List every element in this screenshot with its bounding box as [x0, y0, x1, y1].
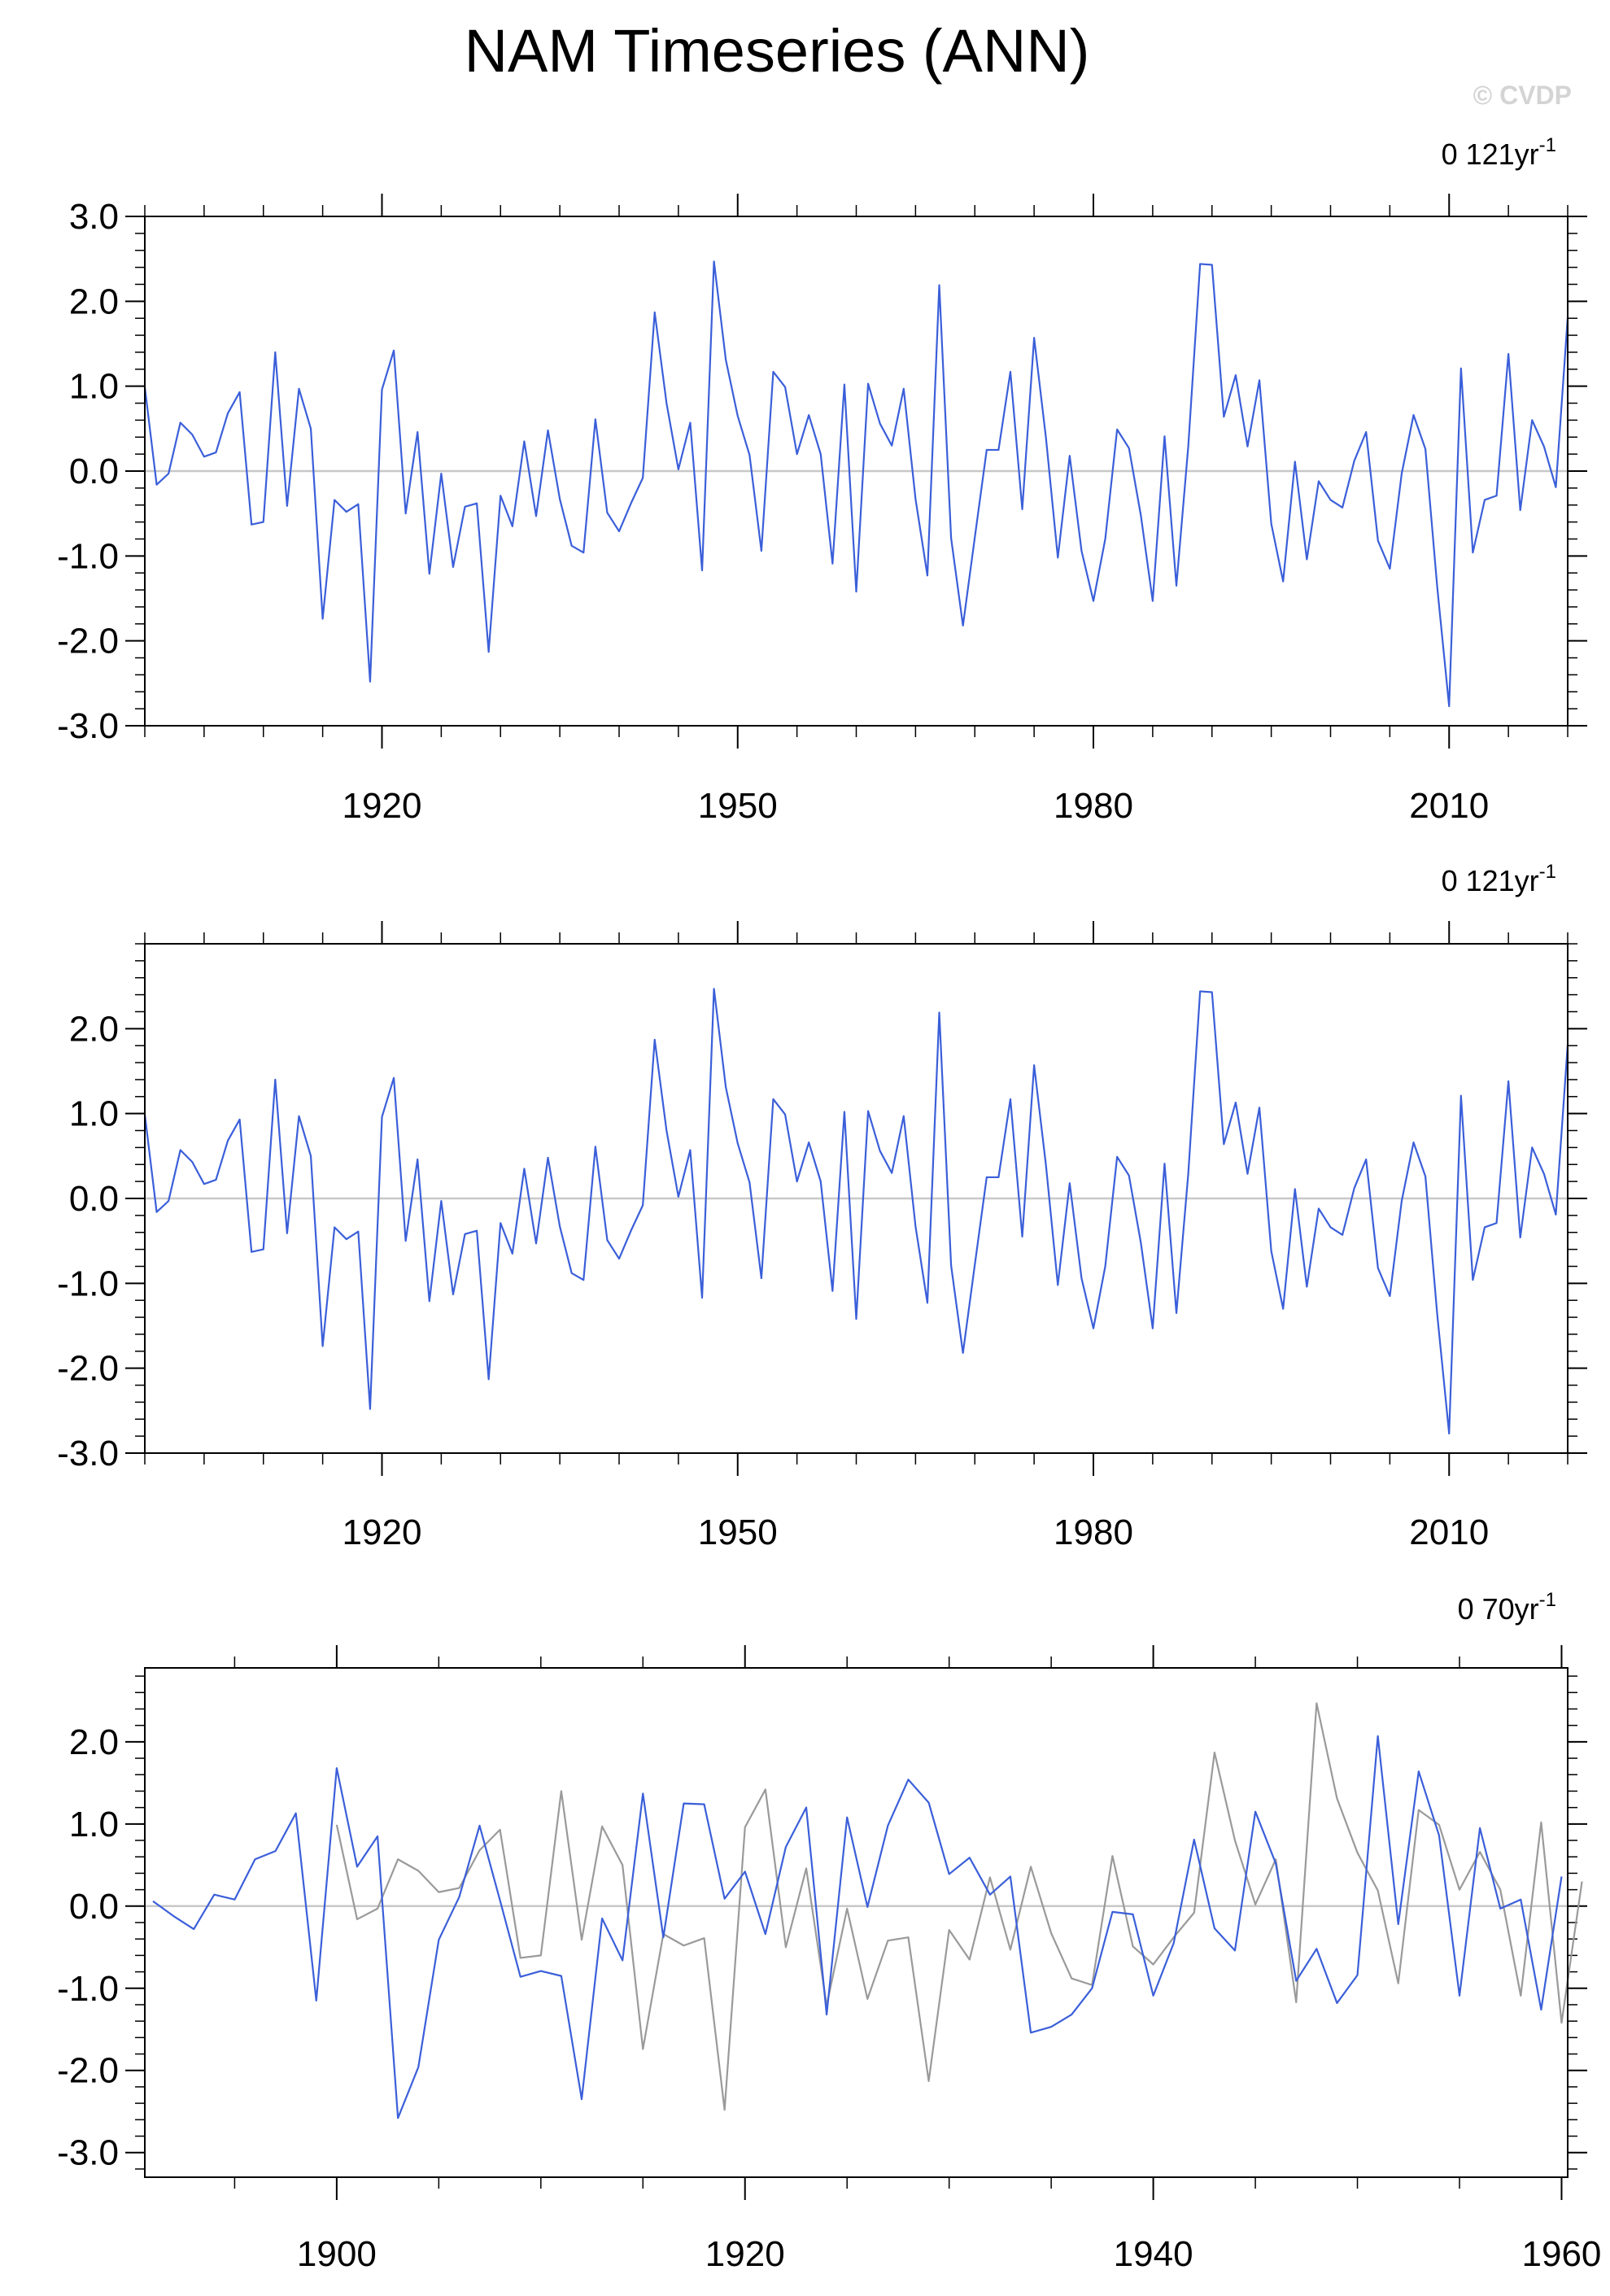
blue-series-line — [152, 1735, 1563, 2119]
figure-title: NAM Timeseries (ANN) — [465, 17, 1090, 85]
y-tick-label: -1.0 — [57, 1969, 119, 2009]
gray-series-line — [335, 1702, 1583, 2111]
y-tick-label: 1.0 — [69, 367, 119, 407]
trend-label-exponent: -1 — [1539, 1589, 1556, 1611]
y-tick-label: -2.0 — [57, 622, 119, 661]
x-tick-label: 1920 — [705, 2234, 785, 2274]
x-tick-label: 1950 — [698, 786, 778, 826]
blue-series-line — [143, 260, 1569, 708]
trend-label-text: 0 121yr — [1442, 864, 1539, 897]
trend-label-text: 0 121yr — [1442, 137, 1539, 171]
x-tick-label: 1920 — [343, 1512, 422, 1552]
trend-label: 0 121yr-1 — [1442, 134, 1556, 171]
x-tick-label: 1920 — [343, 786, 422, 826]
x-tick-label: 1980 — [1054, 1512, 1133, 1552]
trend-label-text: 0 70yr — [1458, 1592, 1539, 1626]
plot-frame — [144, 216, 1569, 727]
y-tick-label: -3.0 — [57, 1434, 119, 1473]
panel-era20c-era5-comb-1: 0 121yr-1 -3.0 -2.0 -1.0 0.0 1.0 2.0 1920 1950 19… — [57, 861, 1587, 1552]
x-tick-label: 2010 — [1409, 1512, 1489, 1552]
y-tick-label: 0.0 — [69, 1179, 119, 1219]
x-tick-label: 1960 — [1522, 2234, 1602, 2274]
x-tick-label: 2010 — [1409, 786, 1489, 826]
y-tick-label: 2.0 — [69, 1722, 119, 1762]
x-tick-label: 1980 — [1054, 786, 1133, 826]
y-tick-label: 3.0 — [69, 197, 119, 237]
x-tick-label: 1950 — [698, 1512, 778, 1552]
y-tick-label: -2.0 — [57, 1349, 119, 1389]
y-tick-label: -1.0 — [57, 536, 119, 576]
blue-series-line — [143, 988, 1569, 1435]
trend-label-exponent: -1 — [1539, 134, 1556, 156]
y-tick-label: -3.0 — [57, 706, 119, 746]
y-tick-label: 1.0 — [69, 1805, 119, 1844]
trend-label: 0 70yr-1 — [1458, 1589, 1556, 1626]
x-tick-label: 1940 — [1114, 2234, 1193, 2274]
y-tick-label: 0.0 — [69, 1887, 119, 1927]
y-tick-label: 1.0 — [69, 1094, 119, 1134]
y-tick-label: -2.0 — [57, 2051, 119, 2091]
y-tick-label: 2.0 — [69, 282, 119, 321]
y-tick-label: 0.0 — [69, 452, 119, 491]
plot-frame — [144, 1667, 1569, 2178]
plot-frame — [144, 943, 1569, 1454]
trend-label-exponent: -1 — [1539, 861, 1556, 883]
y-tick-label: 2.0 — [69, 1009, 119, 1049]
panel-era20c-era5-comb: 0 121yr-1 -3.0 -2.0 -1.0 0.0 1.0 2.0 3.0 1920 195… — [57, 134, 1587, 826]
x-tick-label: 1900 — [297, 2234, 377, 2274]
y-tick-label: -3.0 — [57, 2133, 119, 2173]
cvdp-watermark: © CVDP — [1473, 81, 1572, 110]
trend-label: 0 121yr-1 — [1442, 861, 1556, 897]
y-tick-label: -1.0 — [57, 1264, 119, 1303]
panel-cesm2-lens: 0 70yr-1 -3.0 -2.0 -1.0 0.0 1.0 2.0 1900 1920 194… — [57, 1589, 1601, 2274]
